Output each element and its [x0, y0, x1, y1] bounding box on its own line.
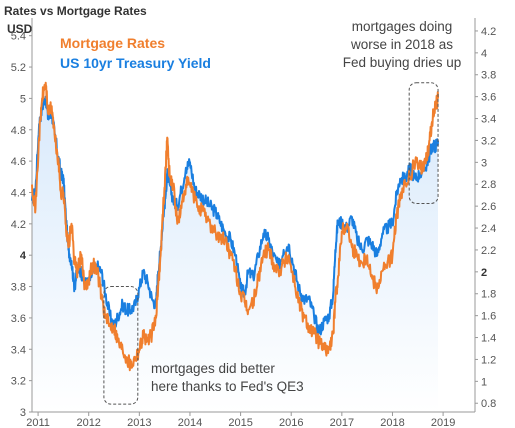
treasury-area: [32, 96, 438, 412]
right-tick-label: 2.6: [481, 201, 496, 213]
left-tick-label: 3.2: [11, 376, 26, 388]
left-tick-label: 3.6: [11, 313, 26, 325]
right-tick-label: 2.4: [481, 223, 496, 235]
x-tick-label: 2011: [26, 417, 50, 428]
left-tick-label: 5: [20, 93, 26, 105]
left-tick-label: 5.2: [11, 62, 26, 74]
annotation-text-0-1: worse in 2018 as: [350, 37, 453, 52]
x-tick-label: 2016: [279, 417, 303, 428]
annotation-text-1-1: here thanks to Fed's QE3: [151, 379, 304, 394]
right-tick-label: 1.2: [481, 354, 496, 366]
annotation-text-0-0: mortgages doing: [352, 19, 453, 34]
right-tick-label: 1.4: [481, 333, 496, 345]
annotation-box-1: [103, 286, 139, 405]
left-tick-label: 4.8: [11, 125, 26, 137]
treasury-yield-line: [31, 95, 439, 336]
right-tick-label: 3: [481, 157, 487, 169]
axes: 3 3.2 3.4 3.6 3.8 4 4.2 4.4 4.6 4.8 5 5.2 5.4 0.8 1 1.2…: [11, 18, 496, 428]
right-tick-label: 1: [481, 376, 487, 388]
right-tick-label: 3.6: [481, 92, 496, 104]
x-tick-label: 2012: [76, 417, 100, 428]
right-tick-label: 2: [481, 267, 487, 279]
right-tick-label: 4: [481, 48, 487, 60]
right-tick-label: 3.8: [481, 70, 496, 82]
mortgage-rate-line: [31, 81, 439, 372]
series-lines: [31, 81, 439, 372]
chart-title: Rates vs Mortgage Rates: [4, 4, 147, 18]
left-tick-label: 3: [20, 407, 26, 419]
left-tick-label: 4.4: [11, 187, 26, 199]
legend-mortgage-rates: Mortgage Rates: [60, 35, 165, 51]
x-tick-label: 2014: [178, 417, 202, 428]
x-tick-label: 2015: [228, 417, 252, 428]
left-tick-label: 4.2: [11, 219, 26, 231]
x-tick-label: 2017: [330, 417, 354, 428]
left-tick-label: 3.8: [11, 282, 26, 294]
annotations: mortgages doing worse in 2018 as Fed buyin…: [103, 19, 462, 405]
x-tick-label: 2013: [127, 417, 151, 428]
right-tick-label: 3.2: [481, 135, 496, 147]
treasury-area-fill: [32, 96, 438, 412]
left-tick-label: 4.6: [11, 156, 26, 168]
right-tick-label: 4.2: [481, 26, 496, 38]
left-axis-unit: USD: [7, 22, 33, 36]
right-tick-label: 2.2: [481, 245, 496, 257]
x-tick-label: 2019: [431, 417, 455, 428]
x-tick-label: 2018: [380, 417, 404, 428]
legend-treasury-yield: US 10yr Treasury Yield: [60, 55, 211, 71]
left-tick-label: 4: [20, 250, 27, 262]
right-tick-label: 1.6: [481, 311, 496, 323]
right-tick-label: 2.8: [481, 179, 496, 191]
right-tick-label: 0.8: [481, 398, 496, 410]
left-tick-label: 3.4: [11, 344, 26, 356]
right-tick-label: 1.8: [481, 289, 496, 301]
right-tick-label: 3.4: [481, 114, 496, 126]
annotation-box-0: [408, 82, 439, 204]
annotation-text-0-2: Fed buying dries up: [343, 55, 462, 70]
annotation-text-1-0: mortgages did better: [151, 361, 275, 376]
left-tick-label: 5.4: [11, 31, 26, 43]
